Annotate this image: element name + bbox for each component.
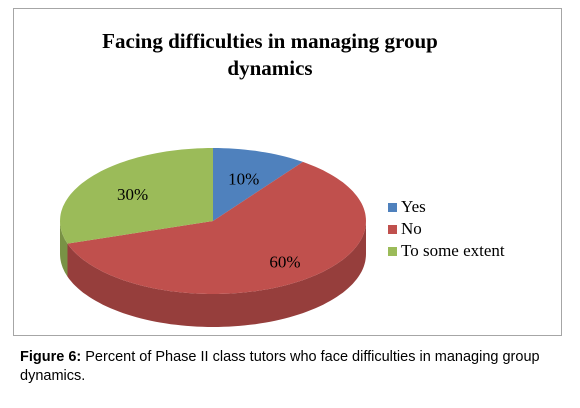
data-label: 10% xyxy=(228,169,259,188)
legend-swatch xyxy=(388,203,397,212)
legend-label: No xyxy=(401,219,422,238)
legend-swatch xyxy=(388,225,397,234)
slice xyxy=(213,148,303,221)
legend-label: Yes xyxy=(401,197,426,216)
chart-title: Facing difficulties in managing group dy… xyxy=(102,29,438,80)
legend-swatch xyxy=(388,247,397,256)
data-label: 60% xyxy=(269,252,300,271)
slice xyxy=(60,148,213,244)
legend-label: To some extent xyxy=(401,241,505,260)
caption-label: Figure 6: xyxy=(20,349,82,365)
data-label: 30% xyxy=(117,185,148,204)
caption-text: Percent of Phase II class tutors who fac… xyxy=(20,349,540,384)
chart-frame xyxy=(13,8,562,336)
slice-side xyxy=(60,221,68,277)
slice-side xyxy=(67,221,366,327)
slice xyxy=(67,161,366,294)
figure-caption: Figure 6: Percent of Phase II class tuto… xyxy=(20,348,560,386)
